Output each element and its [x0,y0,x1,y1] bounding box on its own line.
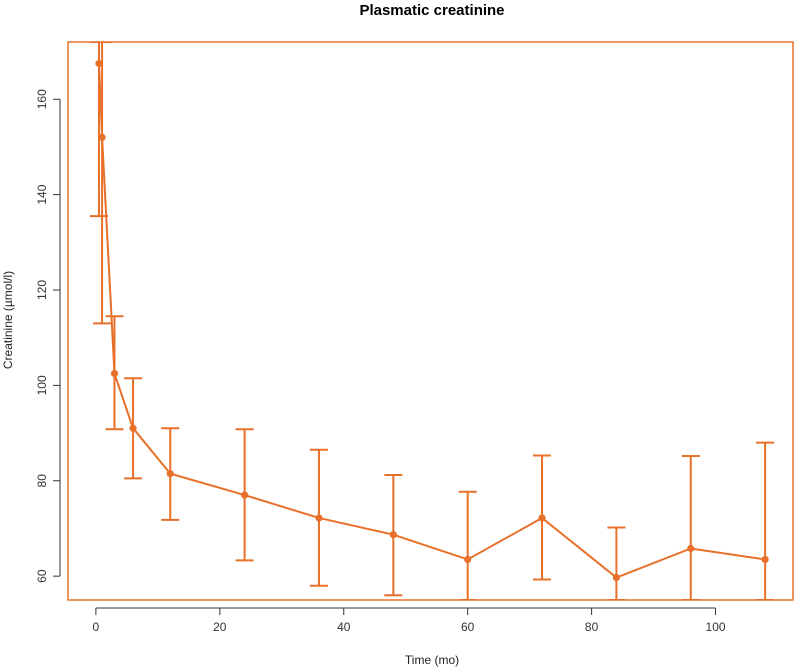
data-point [129,424,137,432]
x-tick-label: 40 [337,620,351,634]
y-tick-label: 100 [35,375,49,395]
data-point [98,133,106,141]
data-point [315,514,323,522]
data-points [95,59,769,582]
data-point [95,59,103,68]
x-tick-label: 80 [585,620,599,634]
y-tick-label: 160 [35,89,49,109]
y-axis: 60 80 100 120 140 160 [35,89,61,583]
data-point [538,514,546,522]
data-point [241,491,249,499]
chart-title: Plasmatic creatinine [359,2,504,19]
error-bar [681,454,700,600]
y-tick-label: 80 [35,474,49,488]
data-point [464,555,472,564]
data-point [166,470,174,478]
data-point [761,555,769,564]
y-tick-label: 140 [35,184,49,204]
y-tick-label: 60 [35,569,49,583]
error-bar [458,490,477,600]
x-tick-label: 20 [213,620,227,634]
y-tick-label: 120 [35,280,49,300]
x-tick-label: 60 [461,620,475,634]
data-point [612,573,620,582]
error-bars [89,42,775,600]
plot-frame [67,41,794,601]
error-bar [756,441,775,600]
error-bar [607,526,626,600]
x-axis: 0 20 40 60 80 100 [93,607,726,634]
data-point [110,369,119,378]
x-tick-label: 0 [93,620,100,634]
y-axis-label: Creatinine (µmol/l) [1,271,15,369]
series-line [97,63,766,579]
data-point [389,531,397,539]
x-tick-label: 100 [706,620,726,634]
x-axis-label: Time (mo) [405,653,459,667]
data-point [687,544,695,553]
error-bar [93,42,112,325]
